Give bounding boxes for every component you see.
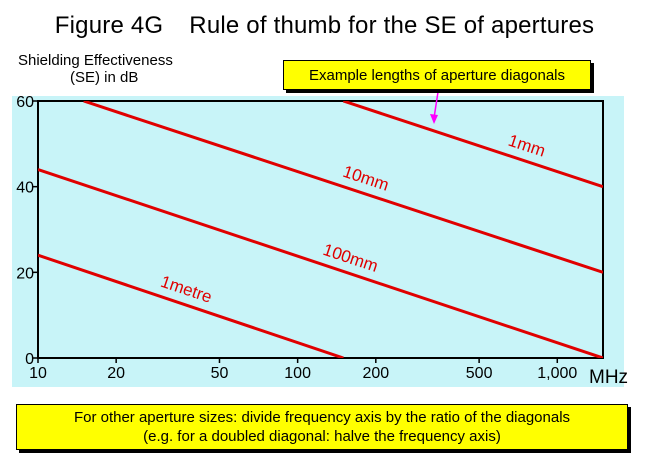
x-tick-label: 100 — [284, 365, 311, 382]
note-box: For other aperture sizes: divide frequen… — [16, 404, 628, 450]
series-line-1metre — [38, 253, 344, 358]
callout-arrow-head — [430, 114, 438, 124]
y-tick-label: 0 — [25, 351, 34, 368]
plot-area — [37, 100, 604, 359]
y-tick-label: 60 — [16, 94, 34, 111]
y-axis-label-line1: Shielding Effectiveness — [18, 52, 173, 69]
series-line-1mm — [342, 101, 603, 189]
x-tick-label: 50 — [211, 365, 229, 382]
x-tick-label: 200 — [362, 365, 389, 382]
x-tick-label: 20 — [107, 365, 125, 382]
callout-text: Example lengths of aperture diagonals — [309, 67, 565, 84]
x-tick-label: 500 — [466, 365, 493, 382]
y-tick-label: 40 — [16, 180, 34, 197]
series-line-10mm — [83, 101, 603, 274]
figure-title: Figure 4G Rule of thumb for the SE of ape… — [0, 12, 649, 40]
y-axis-label: Shielding Effectiveness (SE) in dB — [18, 52, 218, 86]
callout-arrow-shaft — [433, 91, 439, 119]
figure-number: Figure 4G — [54, 12, 164, 39]
y-tick-label: 20 — [16, 265, 34, 282]
x-tick-label: 10 — [29, 365, 47, 382]
note-line2: (e.g. for a doubled diagonal: halve the … — [143, 428, 501, 445]
series-line-100mm — [38, 168, 603, 358]
x-tick-label: 1,000 — [537, 365, 577, 382]
x-axis-unit: MHz — [589, 367, 629, 388]
figure-title-text: Rule of thumb for the SE of apertures — [189, 12, 595, 39]
callout-box: Example lengths of aperture diagonals — [283, 60, 591, 90]
y-axis-label-line2: (SE) in dB — [70, 69, 139, 86]
note-line1: For other aperture sizes: divide frequen… — [73, 409, 571, 426]
